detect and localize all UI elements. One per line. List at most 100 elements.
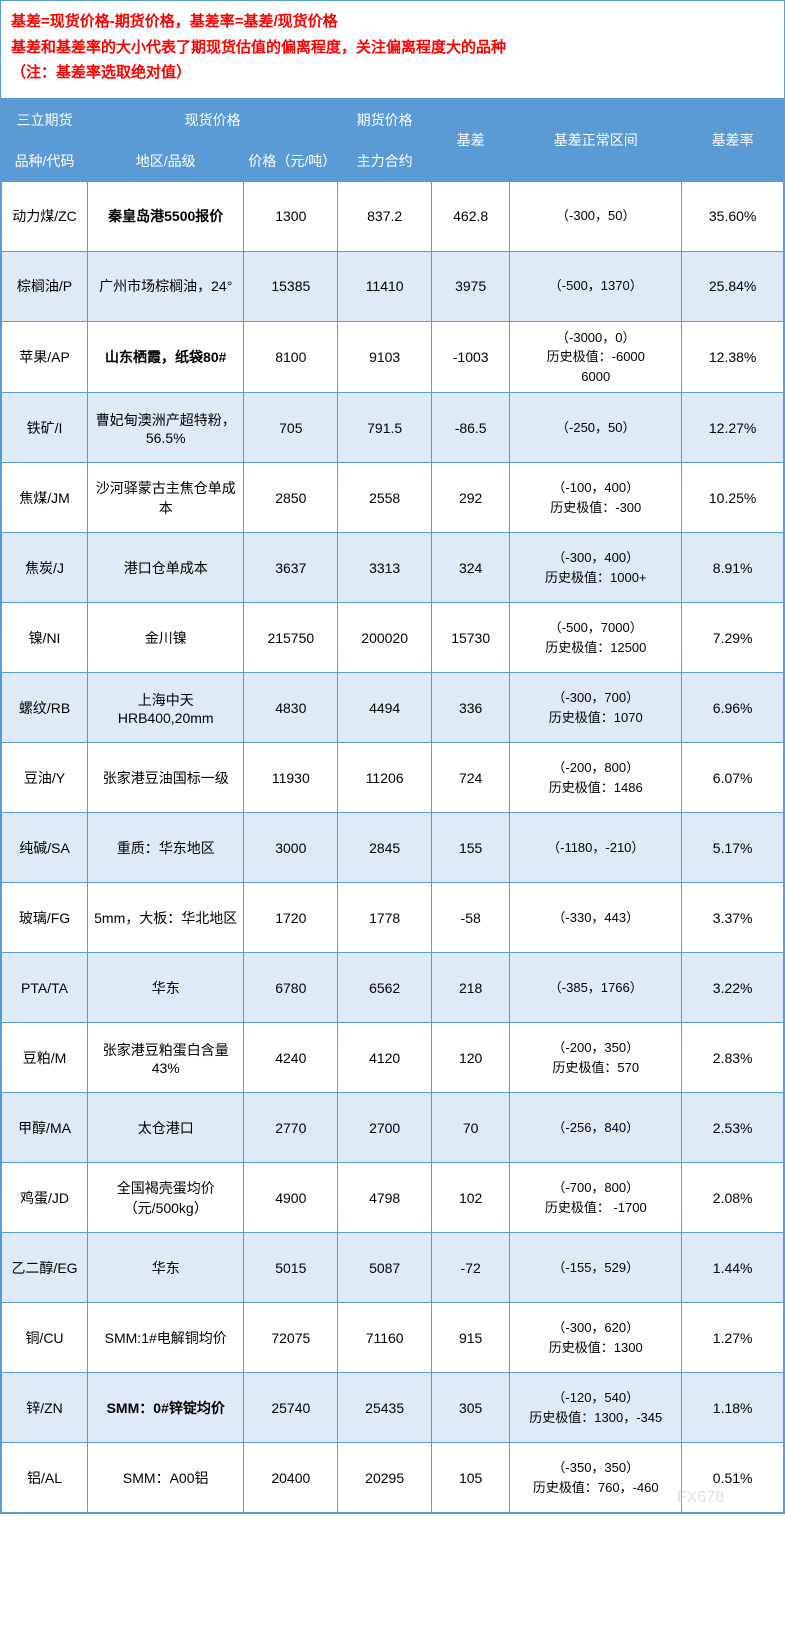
cell-range: （-300，50） bbox=[510, 181, 682, 251]
cell-variety: 焦炭/J bbox=[2, 533, 88, 603]
cell-range: （-330，443） bbox=[510, 883, 682, 953]
cell-basis: 292 bbox=[432, 463, 510, 533]
note-line-1: 基差=现货价格-期货价格，基差率=基差/现货价格 bbox=[11, 9, 774, 35]
cell-variety: 鸡蛋/JD bbox=[2, 1163, 88, 1233]
cell-contract: 71160 bbox=[338, 1303, 432, 1373]
cell-region: 金川镍 bbox=[88, 603, 244, 673]
cell-region: SMM:1#电解铜均价 bbox=[88, 1303, 244, 1373]
cell-basis: 3975 bbox=[432, 251, 510, 321]
cell-region: 港口仓单成本 bbox=[88, 533, 244, 603]
cell-basis: 305 bbox=[432, 1373, 510, 1443]
cell-rate: 35.60% bbox=[682, 181, 784, 251]
cell-rate: 1.44% bbox=[682, 1233, 784, 1303]
cell-basis: 462.8 bbox=[432, 181, 510, 251]
cell-price: 6780 bbox=[244, 953, 338, 1023]
cell-rate: 1.18% bbox=[682, 1373, 784, 1443]
table-row: 苹果/AP山东栖霞，纸袋80#81009103-1003（-3000，0）历史极… bbox=[2, 321, 784, 393]
cell-region: 秦皇岛港5500报价 bbox=[88, 181, 244, 251]
cell-contract: 9103 bbox=[338, 321, 432, 393]
cell-basis: 15730 bbox=[432, 603, 510, 673]
cell-price: 705 bbox=[244, 393, 338, 463]
cell-variety: 乙二醇/EG bbox=[2, 1233, 88, 1303]
cell-contract: 1778 bbox=[338, 883, 432, 953]
cell-region: SMM：0#锌锭均价 bbox=[88, 1373, 244, 1443]
cell-price: 25740 bbox=[244, 1373, 338, 1443]
note-line-3: （注：基差率选取绝对值） bbox=[11, 60, 774, 86]
cell-variety: 铁矿/I bbox=[2, 393, 88, 463]
cell-range: （-200，800）历史极值：1486 bbox=[510, 743, 682, 813]
cell-rate: 2.83% bbox=[682, 1023, 784, 1093]
cell-price: 20400 bbox=[244, 1443, 338, 1513]
cell-rate: 8.91% bbox=[682, 533, 784, 603]
cell-basis: 915 bbox=[432, 1303, 510, 1373]
cell-contract: 200020 bbox=[338, 603, 432, 673]
cell-price: 1720 bbox=[244, 883, 338, 953]
cell-region: 全国褐壳蛋均价（元/500kg） bbox=[88, 1163, 244, 1233]
cell-price: 72075 bbox=[244, 1303, 338, 1373]
table-row: 动力煤/ZC秦皇岛港5500报价1300837.2462.8（-300，50）3… bbox=[2, 181, 784, 251]
table-row: 镍/NI金川镍21575020002015730（-500，7000）历史极值：… bbox=[2, 603, 784, 673]
cell-rate: 25.84% bbox=[682, 251, 784, 321]
cell-region: 山东栖霞，纸袋80# bbox=[88, 321, 244, 393]
cell-price: 2770 bbox=[244, 1093, 338, 1163]
table-row: PTA/TA华东67806562218（-385，1766）3.22% bbox=[2, 953, 784, 1023]
cell-region: 广州市场棕榈油，24° bbox=[88, 251, 244, 321]
header-rate: 基差率 bbox=[682, 99, 784, 181]
cell-region: 张家港豆油国标一级 bbox=[88, 743, 244, 813]
table-row: 乙二醇/EG华东50155087-72（-155，529）1.44% bbox=[2, 1233, 784, 1303]
header-futures-price: 期货价格 bbox=[338, 99, 432, 140]
cell-region: 华东 bbox=[88, 953, 244, 1023]
table-row: 铜/CUSMM:1#电解铜均价7207571160915（-300，620）历史… bbox=[2, 1303, 784, 1373]
cell-rate: 6.96% bbox=[682, 673, 784, 743]
cell-price: 5015 bbox=[244, 1233, 338, 1303]
table-row: 豆粕/M张家港豆粕蛋白含量43%42404120120（-200，350）历史极… bbox=[2, 1023, 784, 1093]
cell-rate: 7.29% bbox=[682, 603, 784, 673]
cell-variety: 动力煤/ZC bbox=[2, 181, 88, 251]
explanation-note: 基差=现货价格-期货价格，基差率=基差/现货价格 基差和基差率的大小代表了期现货… bbox=[1, 1, 784, 99]
cell-price: 3637 bbox=[244, 533, 338, 603]
cell-region: 沙河驿蒙古主焦仓单成本 bbox=[88, 463, 244, 533]
cell-rate: 2.08% bbox=[682, 1163, 784, 1233]
cell-region: 重质：华东地区 bbox=[88, 813, 244, 883]
table-row: 铁矿/I曹妃甸澳洲产超特粉，56.5%705791.5-86.5（-250，50… bbox=[2, 393, 784, 463]
cell-contract: 837.2 bbox=[338, 181, 432, 251]
cell-rate: 3.37% bbox=[682, 883, 784, 953]
cell-variety: 豆油/Y bbox=[2, 743, 88, 813]
cell-basis: 105 bbox=[432, 1443, 510, 1513]
cell-contract: 4494 bbox=[338, 673, 432, 743]
cell-region: 曹妃甸澳洲产超特粉，56.5% bbox=[88, 393, 244, 463]
cell-variety: 甲醇/MA bbox=[2, 1093, 88, 1163]
cell-basis: -1003 bbox=[432, 321, 510, 393]
cell-basis: 102 bbox=[432, 1163, 510, 1233]
cell-basis: 724 bbox=[432, 743, 510, 813]
header-row-1: 三立期货 现货价格 期货价格 基差 基差正常区间 基差率 bbox=[2, 99, 784, 140]
note-line-2: 基差和基差率的大小代表了期现货估值的偏离程度，关注偏离程度大的品种 bbox=[11, 35, 774, 61]
cell-range: （-350，350）历史极值：760，-460 bbox=[510, 1443, 682, 1513]
cell-contract: 5087 bbox=[338, 1233, 432, 1303]
cell-range: （-300，400）历史极值：1000+ bbox=[510, 533, 682, 603]
cell-range: （-700，800）历史极值： -1700 bbox=[510, 1163, 682, 1233]
cell-variety: 铜/CU bbox=[2, 1303, 88, 1373]
cell-region: 5mm，大板：华北地区 bbox=[88, 883, 244, 953]
cell-variety: 镍/NI bbox=[2, 603, 88, 673]
header-basis: 基差 bbox=[432, 99, 510, 181]
cell-range: （-300，700）历史极值：1070 bbox=[510, 673, 682, 743]
cell-variety: 铝/AL bbox=[2, 1443, 88, 1513]
cell-basis: 155 bbox=[432, 813, 510, 883]
cell-contract: 11410 bbox=[338, 251, 432, 321]
cell-region: 上海中天HRB400,20mm bbox=[88, 673, 244, 743]
table-container: 基差=现货价格-期货价格，基差率=基差/现货价格 基差和基差率的大小代表了期现货… bbox=[0, 0, 785, 1514]
cell-price: 15385 bbox=[244, 251, 338, 321]
cell-basis: -86.5 bbox=[432, 393, 510, 463]
table-body: 动力煤/ZC秦皇岛港5500报价1300837.2462.8（-300，50）3… bbox=[2, 181, 784, 1513]
cell-range: （-1180，-210） bbox=[510, 813, 682, 883]
cell-variety: 螺纹/RB bbox=[2, 673, 88, 743]
cell-range: （-500，1370） bbox=[510, 251, 682, 321]
cell-variety: 纯碱/SA bbox=[2, 813, 88, 883]
cell-contract: 6562 bbox=[338, 953, 432, 1023]
cell-contract: 2558 bbox=[338, 463, 432, 533]
cell-rate: 1.27% bbox=[682, 1303, 784, 1373]
table-row: 棕榈油/P广州市场棕榈油，24°15385114103975（-500，1370… bbox=[2, 251, 784, 321]
table-row: 焦炭/J港口仓单成本36373313324（-300，400）历史极值：1000… bbox=[2, 533, 784, 603]
table-row: 螺纹/RB上海中天HRB400,20mm48304494336（-300，700… bbox=[2, 673, 784, 743]
